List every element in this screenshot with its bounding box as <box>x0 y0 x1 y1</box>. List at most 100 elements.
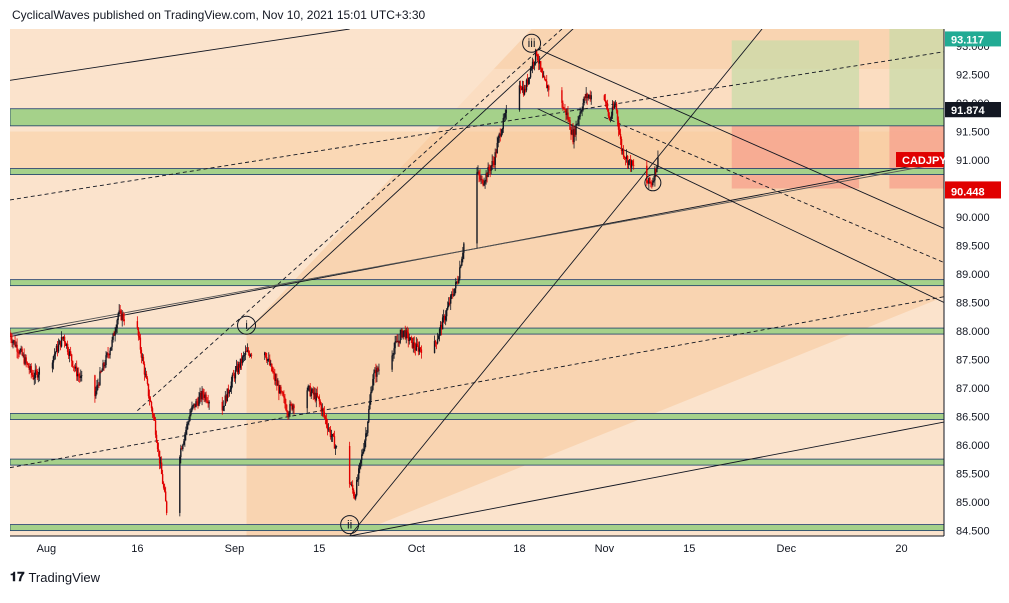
candle-body <box>38 368 41 375</box>
candle-body <box>245 351 248 352</box>
candle-body <box>656 166 658 173</box>
candle <box>630 159 633 172</box>
candle <box>269 354 271 367</box>
candle <box>276 373 278 391</box>
candle <box>453 288 455 297</box>
candle <box>436 332 439 345</box>
candle <box>111 336 113 351</box>
candle-body <box>150 401 153 409</box>
candle <box>161 469 164 485</box>
footer-brand[interactable]: 𝟏𝟕 TradingView <box>10 570 100 585</box>
candle <box>540 67 543 73</box>
candle <box>564 103 566 112</box>
candle <box>51 360 54 373</box>
candle-body <box>630 160 633 168</box>
candle-body <box>359 463 361 469</box>
candle <box>68 348 71 363</box>
candle <box>332 432 335 438</box>
candle-body <box>564 108 566 110</box>
candle-body <box>307 385 309 391</box>
candle-body <box>442 315 445 318</box>
candle-body <box>490 165 492 171</box>
candle <box>225 394 228 404</box>
candle <box>584 94 586 101</box>
candle <box>648 177 650 189</box>
candle-body <box>70 354 73 361</box>
candle-body <box>377 368 379 371</box>
price-tag-bg <box>896 152 944 168</box>
candle <box>575 120 577 141</box>
candle-body <box>585 93 587 98</box>
candle-body <box>607 109 610 117</box>
candle-body <box>153 416 156 421</box>
candle <box>287 410 289 421</box>
candle-body <box>120 310 122 320</box>
wave-circle-ii <box>340 515 360 535</box>
candle-body <box>483 183 485 186</box>
candle-body <box>575 124 577 135</box>
candle-body <box>122 314 124 320</box>
candle-body <box>371 389 373 393</box>
price-tag-CADJPY: CADJPY <box>896 152 947 168</box>
candle-body <box>316 392 318 397</box>
candle <box>403 330 405 337</box>
candle <box>13 339 15 345</box>
candle <box>363 442 365 454</box>
candle-body <box>328 428 331 430</box>
candle <box>566 108 568 120</box>
candle-body <box>479 175 481 180</box>
candle-body <box>462 252 464 259</box>
candle <box>457 275 459 285</box>
candle <box>497 135 499 148</box>
candle-body <box>111 339 113 347</box>
candle-body <box>149 399 152 402</box>
candle <box>505 104 508 120</box>
candle-body <box>572 129 574 143</box>
candle-body <box>420 349 423 354</box>
candle <box>578 115 580 126</box>
candle-body <box>102 363 104 371</box>
candle <box>328 427 331 433</box>
candle-body <box>526 79 529 84</box>
candle-body <box>375 370 377 377</box>
candle <box>288 411 290 419</box>
candle <box>433 335 436 354</box>
candle-body <box>184 434 186 442</box>
candle <box>230 376 233 394</box>
candle-body <box>192 405 194 407</box>
candle <box>614 100 617 108</box>
candle-body <box>116 320 118 329</box>
candle <box>282 391 284 397</box>
candle-body <box>118 310 120 314</box>
candle <box>461 256 463 267</box>
candle-body <box>32 375 34 380</box>
candle-body <box>101 370 103 372</box>
candle <box>524 84 527 93</box>
price-tag-text: 90.448 <box>951 186 985 198</box>
candle <box>528 77 531 85</box>
candle-body <box>614 103 617 105</box>
candle <box>618 122 621 136</box>
candle-body <box>648 177 650 184</box>
candle-body <box>234 370 237 379</box>
y-tick-label: 84.500 <box>956 525 990 537</box>
candle-body <box>608 116 611 120</box>
candle <box>358 465 360 486</box>
candle-body <box>627 160 630 165</box>
candle-body <box>76 366 78 377</box>
candle <box>222 400 224 412</box>
candle <box>57 338 60 354</box>
candle-body <box>272 370 274 373</box>
candle-body <box>563 108 565 110</box>
candle <box>308 385 310 392</box>
candle <box>106 351 108 358</box>
candle <box>504 109 507 122</box>
candle-body <box>534 49 537 62</box>
candle-body <box>80 375 82 378</box>
candle-body <box>289 404 291 414</box>
candle <box>314 387 316 403</box>
candle-body <box>226 388 229 402</box>
x-tick-label: Oct <box>408 543 425 555</box>
